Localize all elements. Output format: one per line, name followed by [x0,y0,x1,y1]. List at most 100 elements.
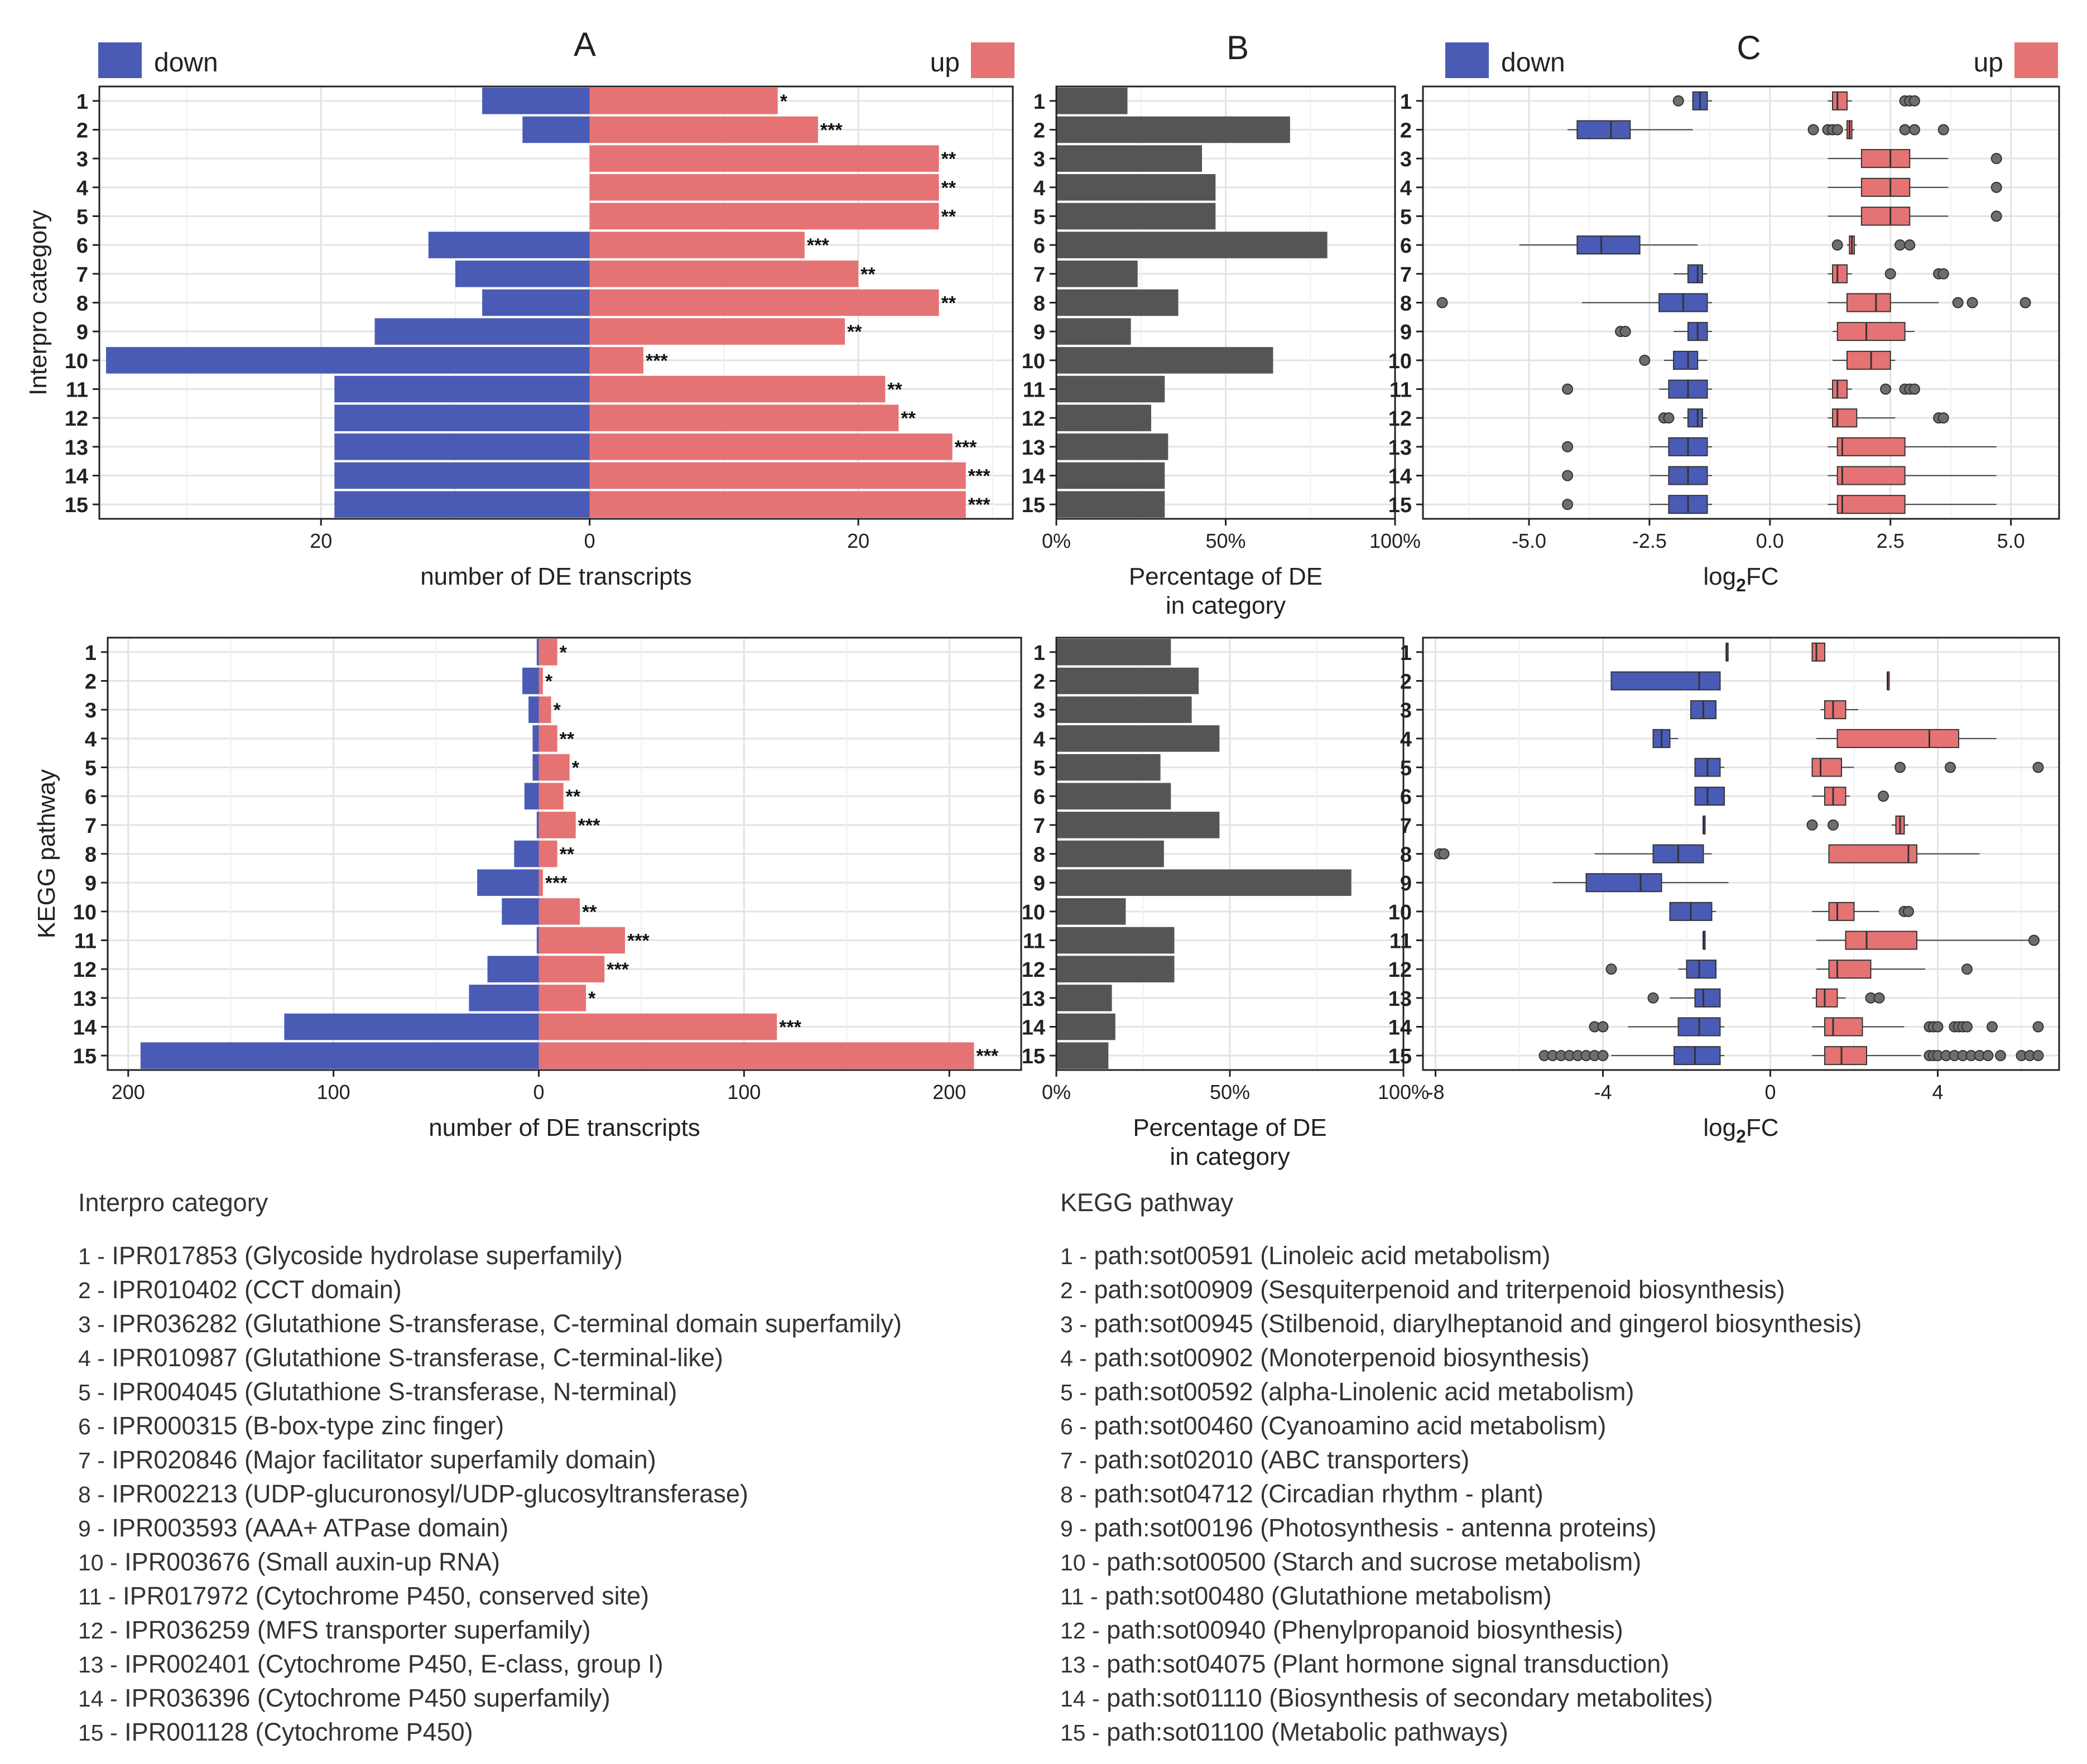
A_kegg-significance-label: * [588,988,596,1009]
C_kegg-outlier-up [2028,934,2040,946]
C_interpro-ytick-label: 12 [1388,407,1412,431]
interpro-item-number: 5 - [78,1380,105,1405]
interpro-item-text: IPR003676 (Small auxin-up RNA) [124,1548,500,1576]
A_kegg-ytick-label: 5 [85,757,97,780]
A_interpro-ytick-label: 10 [65,350,88,373]
A_kegg-bar-down [477,869,539,896]
A_interpro-bar-down [374,318,590,345]
C_interpro-ytick-label: 4 [1400,177,1412,200]
C_interpro-outlier-up [1880,383,1892,395]
B_interpro-bar [1056,375,1165,403]
A_kegg-ytick-label: 9 [85,872,97,895]
C_kegg-box-up [1828,902,1855,921]
interpro-item-9: 9 - IPR003593 (AAA+ ATPase domain) [78,1514,508,1543]
B_interpro-xtick-label: 0% [1042,529,1071,552]
A_interpro-bar-down [334,491,590,518]
C_kegg-xtick-label: 0 [1764,1081,1776,1103]
B_interpro-bar [1056,145,1203,172]
A_interpro-ytick-label: 15 [65,494,88,517]
kegg-item-5: 5 - path:sot00592 (alpha-Linolenic acid … [1060,1377,1634,1406]
interpro-item-text: IPR002213 (UDP-glucuronosyl/UDP-glucosyl… [112,1479,748,1508]
interpro-item-text: IPR036282 (Glutathione S-transferase, C-… [112,1309,902,1338]
B_kegg-ytick-label: 9 [1033,872,1045,895]
A_interpro-significance-label: ** [941,293,956,314]
A_interpro-significance-label: *** [968,494,990,515]
kegg-item-text: path:sot00940 (Phenylpropanoid biosynthe… [1107,1616,1623,1644]
interpro-legend-heading: Interpro category [78,1188,268,1217]
C_kegg-outlier-up [1961,963,1973,975]
C_kegg-box-up [1836,729,1959,748]
kegg-item-10: 10 - path:sot00500 (Starch and sucrose m… [1060,1548,1641,1577]
interpro-item-number: 15 - [78,1720,118,1746]
interpro-item-text: IPR017972 (Cytochrome P450, conserved si… [123,1582,650,1610]
C_interpro-ytick-label: 6 [1400,234,1412,258]
interpro-item-number: 3 - [78,1312,105,1337]
kegg-item-text: path:sot02010 (ABC transporters) [1094,1445,1470,1474]
B_interpro-ytick-label: 1 [1033,90,1045,114]
kegg-item-8: 8 - path:sot04712 (Circadian rhythm - pl… [1060,1479,1543,1508]
B_interpro-bar [1056,491,1165,518]
interpro-item-11: 11 - IPR017972 (Cytochrome P450, conserv… [78,1582,649,1611]
C_interpro-outlier-up [2019,297,2031,309]
C_kegg-box-up [1824,1046,1867,1066]
C_interpro-ytick-label: 2 [1400,119,1412,143]
A_interpro-bar-down [455,261,590,287]
B_kegg-x-axis-title: Percentage of DE in category [1133,1114,1326,1170]
C_interpro-box-up [1846,293,1891,312]
C_kegg-x-axis-title: log2FC [1703,1114,1778,1146]
A_interpro-bar-up [589,174,939,201]
interpro-item-3: 3 - IPR036282 (Glutathione S-transferase… [78,1309,902,1338]
interpro-item-6: 6 - IPR000315 (B-box-type zinc finger) [78,1411,504,1440]
C_kegg-box-up [1811,758,1842,777]
A_kegg-ytick-label: 10 [73,901,97,924]
kegg-item-number: 6 - [1060,1414,1087,1439]
B_interpro-ytick-label: 2 [1033,119,1045,143]
A_interpro-significance-label: ** [847,321,862,343]
kegg-item-number: 9 - [1060,1516,1087,1541]
A_interpro-bar-down [428,232,590,258]
interpro-item-14: 14 - IPR036396 (Cytochrome P450 superfam… [78,1684,610,1713]
C_interpro-outlier-up [1937,268,1949,279]
A_kegg-y-axis-title: KEGG pathway [33,769,60,938]
C_kegg-box-up [1811,642,1825,662]
A_interpro-bar-up [589,116,818,143]
interpro-item-12: 12 - IPR036259 (MFS transporter superfam… [78,1616,590,1645]
kegg-item-3: 3 - path:sot00945 (Stilbenoid, diarylhep… [1060,1309,1862,1338]
A_kegg-bar-up [538,840,557,867]
B_interpro-xtick-label: 50% [1205,529,1246,552]
A_interpro-ytick-label: 11 [66,379,88,402]
C_interpro-ytick-label: 8 [1400,292,1412,316]
interpro-item-number: 6 - [78,1414,105,1439]
B_interpro-bar [1056,174,1216,201]
A_interpro-bar-down [106,347,590,374]
C_kegg-outlier-up [1932,1021,1944,1033]
C_interpro-outlier-up [1908,383,1920,395]
interpro-item-number: 11 - [78,1584,116,1609]
C_interpro-box-up [1860,149,1911,168]
A_interpro-bar-down [522,116,590,143]
C_kegg-outlier-up [2032,761,2044,773]
interpro-item-8: 8 - IPR002213 (UDP-glucuronosyl/UDP-gluc… [78,1479,748,1508]
A_interpro-xtick-label: 20 [847,529,869,552]
A_kegg-significance-label: *** [607,959,629,980]
C_kegg-outlier-down [1597,1021,1609,1033]
B_kegg-bar [1056,696,1192,723]
A_interpro-ytick-label: 3 [76,148,88,171]
kegg-item-number: 2 - [1060,1278,1087,1303]
B_kegg-xtick-label: 100% [1378,1081,1429,1103]
A_kegg-ytick-label: 6 [85,785,97,809]
kegg-item-number: 15 - [1060,1720,1100,1746]
kegg-item-text: path:sot00500 (Starch and sucrose metabo… [1107,1548,1642,1576]
A_interpro-bar-down [334,462,590,489]
C_interpro-outlier-up [1831,124,1843,136]
interpro-item-5: 5 - IPR004045 (Glutathione S-transferase… [78,1377,677,1406]
B_kegg-bar [1056,754,1161,781]
B_interpro-ytick-label: 11 [1023,379,1045,402]
C_kegg-ytick-label: 10 [1388,901,1412,924]
A_interpro-ytick-label: 4 [76,177,88,200]
interpro-item-text: IPR003593 (AAA+ ATPase domain) [112,1514,509,1542]
C_kegg-xtick-label: 4 [1932,1081,1943,1103]
C_interpro-box-up [1836,466,1906,485]
C_interpro-outlier-up [1937,124,1949,136]
panel-label-C: C [1737,29,1761,66]
